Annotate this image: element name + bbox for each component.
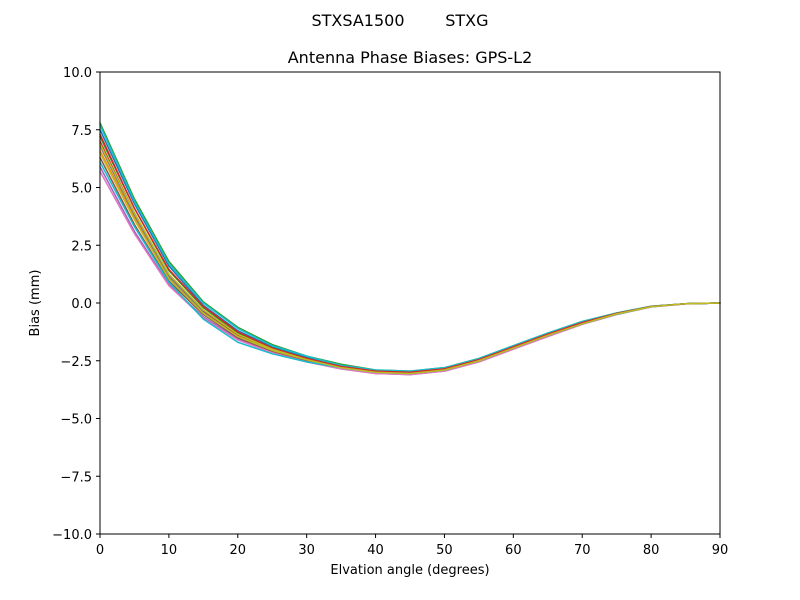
x-tick-label: 30 [298,543,315,558]
series-line-6 [99,156,721,375]
series-line-3 [99,135,721,374]
x-tick-label: 20 [230,543,247,558]
series-line-10 [99,161,721,375]
x-tick-label: 70 [574,543,591,558]
x-tick-label: 50 [436,543,453,558]
y-tick-label: 5.0 [71,182,92,197]
series-line-2 [99,149,721,375]
x-tick-label: 60 [505,543,522,558]
y-tick-label: 0.0 [71,297,92,312]
series-line-11 [99,122,721,372]
y-tick-label: −10.0 [52,528,92,543]
x-tick-label: 40 [367,543,384,558]
series-line-5 [99,165,721,376]
y-tick-label: −5.0 [60,413,92,428]
series-line-8 [99,145,721,375]
y-tick-label: 7.5 [71,124,92,139]
x-axis-label: Elvation angle (degrees) [330,563,489,578]
series-line-7 [99,170,721,376]
y-tick-label: 2.5 [71,239,92,254]
series-line-4 [99,140,721,375]
x-tick-label: 80 [643,543,660,558]
series-line-12 [99,124,721,372]
y-tick-label: 10.0 [63,66,92,81]
x-tick-label: 0 [96,543,104,558]
chart-title: Antenna Phase Biases: GPS-L2 [288,48,533,67]
x-axis: 0 10 20 30 40 50 60 70 80 90 [96,534,728,558]
series-layer [99,122,721,376]
y-tick-label: −7.5 [60,470,92,485]
y-tick-label: −2.5 [60,355,92,370]
y-axis-label: Bias (mm) [28,270,43,337]
series-line-9 [99,152,721,375]
series-line-1 [99,129,721,374]
x-tick-label: 10 [161,543,178,558]
y-axis: 10.0 7.5 5.0 2.5 0.0 −2.5 −5.0 −7.5 −10.0 [52,66,100,543]
series-line-14 [99,142,721,375]
chart-suptitle: STXSA1500 STXG [312,11,489,30]
x-tick-label: 90 [712,543,729,558]
series-line-13 [99,133,721,374]
